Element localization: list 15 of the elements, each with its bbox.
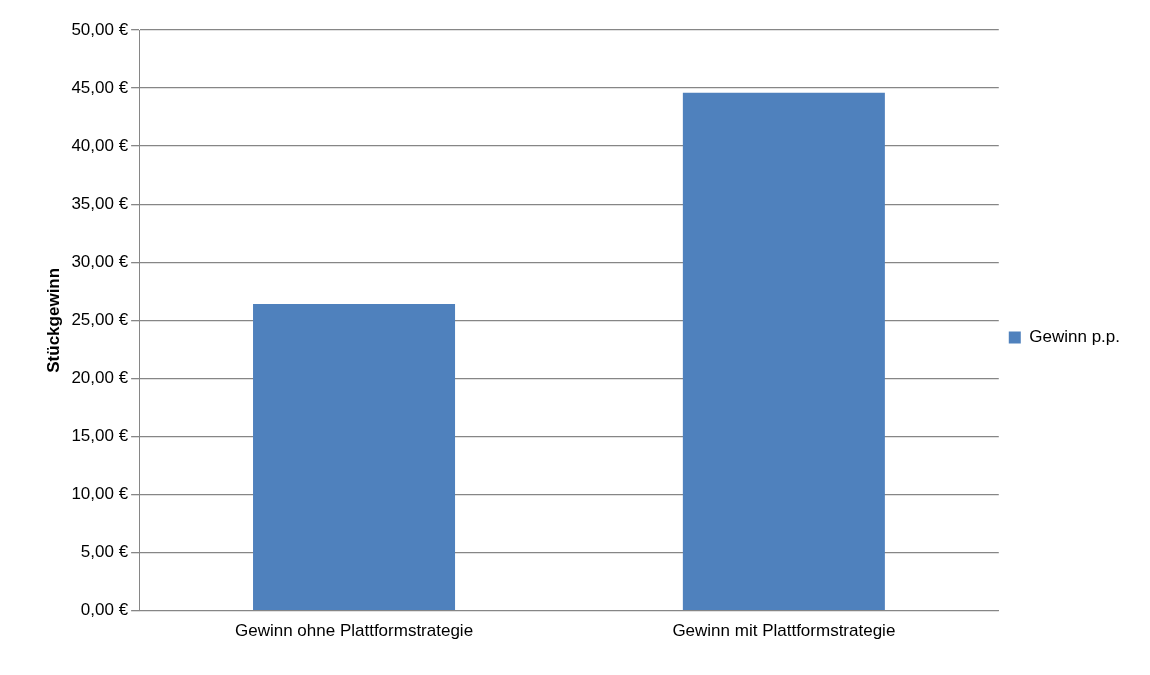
y-tick-label: 30,00 € [71,251,129,271]
y-tick-label: 0,00 € [80,600,129,620]
x-tick-label: Gewinn mit Plattformstrategie [672,621,896,641]
y-tick-label: 50,00 € [71,19,129,39]
legend-label: Gewinn p.p. [1029,327,1121,347]
y-tick-label: 35,00 € [71,193,129,213]
y-axis-title: Stückgewinn [43,267,63,373]
y-tick-label: 25,00 € [71,309,129,329]
y-tick-label: 40,00 € [71,135,129,155]
x-tick-label: Gewinn ohne Plattformstrategie [234,621,474,641]
y-tick-label: 5,00 € [80,542,129,562]
y-tick-label: 15,00 € [71,426,129,446]
y-tick-label: 45,00 € [71,77,129,97]
y-tick-label: 20,00 € [71,368,129,388]
y-tick-label: 10,00 € [71,484,129,504]
